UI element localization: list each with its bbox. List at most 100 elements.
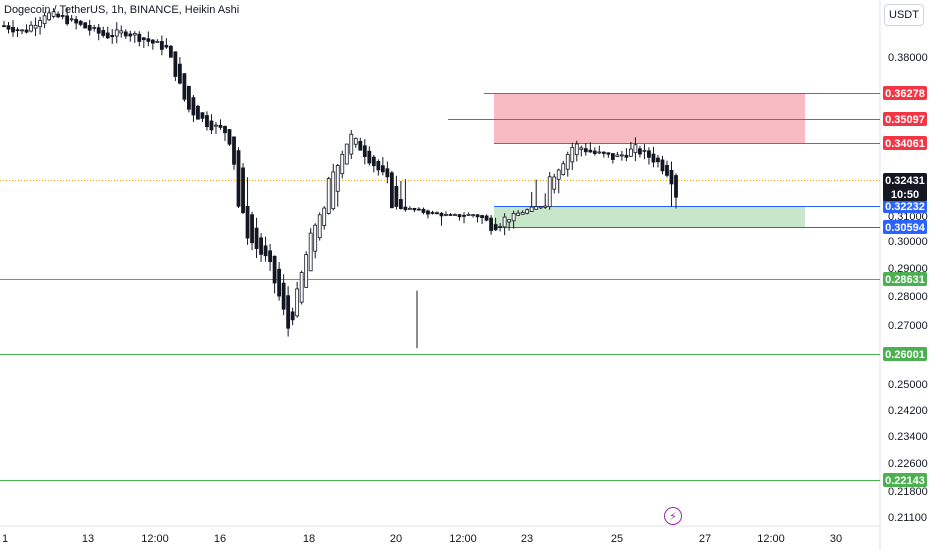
price-label-top-0.30594: 0.30594 xyxy=(883,220,927,234)
candle xyxy=(385,161,390,184)
candle xyxy=(92,24,97,32)
candle xyxy=(304,251,309,288)
candle xyxy=(507,219,512,231)
y-tick-label: 0.22600 xyxy=(888,458,928,470)
candle xyxy=(173,51,178,81)
candle xyxy=(272,255,277,294)
candle xyxy=(624,148,629,162)
candle xyxy=(480,214,484,224)
candle xyxy=(65,8,70,26)
candle xyxy=(191,95,196,123)
candle xyxy=(669,161,674,207)
x-tick-label: 1 xyxy=(2,533,8,545)
candle xyxy=(660,155,665,175)
candle xyxy=(538,206,543,209)
candle xyxy=(610,153,615,164)
currency-selector[interactable]: USDT xyxy=(884,4,924,26)
candle xyxy=(619,150,624,161)
x-tick-label: 23 xyxy=(521,533,533,545)
y-tick-label: 0.30000 xyxy=(888,236,928,248)
candle xyxy=(105,26,110,40)
candle xyxy=(83,22,88,29)
candle xyxy=(250,211,254,251)
candle xyxy=(462,212,466,224)
candle xyxy=(47,10,52,22)
x-tick-label: 30 xyxy=(830,533,842,545)
candle xyxy=(119,25,124,38)
candle xyxy=(15,27,20,38)
candle xyxy=(245,177,250,245)
candle xyxy=(376,159,381,176)
svg-text:0.30594: 0.30594 xyxy=(885,222,926,234)
x-axis-ticks: 1 13 12:00 16 18 20 12:00 23 25 27 12:00 30 xyxy=(2,533,842,545)
y-tick-label: 0.21100 xyxy=(888,512,927,524)
candle xyxy=(547,172,552,210)
candle xyxy=(565,151,570,177)
y-tick-label: 0.38000 xyxy=(888,52,928,64)
candle xyxy=(259,233,263,262)
candle xyxy=(114,22,119,44)
candle xyxy=(592,147,597,156)
zones-layer xyxy=(494,93,805,227)
candle xyxy=(241,163,245,215)
candle xyxy=(277,262,282,301)
candle xyxy=(601,151,606,158)
candle xyxy=(168,44,173,58)
candle xyxy=(6,21,11,34)
candle xyxy=(87,19,92,36)
candle xyxy=(448,213,453,216)
candle xyxy=(633,137,638,162)
candle xyxy=(51,8,56,19)
candle xyxy=(281,274,286,316)
y-tick-label: 0.28000 xyxy=(888,291,928,303)
price-label-0.22143: 0.22143 xyxy=(883,473,927,487)
candle xyxy=(628,142,633,158)
candle xyxy=(665,160,669,178)
candle xyxy=(150,39,155,50)
candle xyxy=(137,31,142,47)
candle xyxy=(475,213,480,223)
price-label-0.28631: 0.28631 xyxy=(883,272,927,286)
candle xyxy=(2,20,6,28)
candle xyxy=(511,210,516,229)
lightning-icon[interactable]: ⚡ xyxy=(664,507,682,525)
support-zone xyxy=(494,206,805,227)
candle xyxy=(218,119,223,130)
x-tick-label: 18 xyxy=(303,533,315,545)
price-label-top-0.32232: 0.32232 xyxy=(883,199,927,213)
candle xyxy=(263,236,268,262)
candle xyxy=(227,128,232,146)
candle xyxy=(543,193,548,209)
candle xyxy=(606,152,611,158)
svg-text:0.36278: 0.36278 xyxy=(885,88,925,100)
candle xyxy=(101,26,106,38)
candle xyxy=(403,179,408,212)
candle xyxy=(295,281,300,318)
candle xyxy=(552,173,557,194)
candle xyxy=(534,179,539,210)
candle xyxy=(123,29,128,39)
candle xyxy=(313,223,318,259)
candle xyxy=(615,151,620,157)
candle xyxy=(674,173,678,209)
candle xyxy=(286,286,291,337)
candle xyxy=(290,307,295,326)
svg-text:0.35097: 0.35097 xyxy=(885,114,925,126)
candle xyxy=(466,212,471,216)
candle xyxy=(96,23,101,41)
candle xyxy=(60,12,65,20)
candle xyxy=(430,210,435,215)
candle xyxy=(656,154,660,168)
svg-text:0.22143: 0.22143 xyxy=(885,475,925,487)
y-tick-label: 0.25000 xyxy=(888,379,928,391)
candle xyxy=(69,14,74,22)
candle xyxy=(489,215,493,235)
candle xyxy=(308,228,313,272)
candle xyxy=(344,143,349,165)
candle xyxy=(326,176,331,215)
candle xyxy=(11,20,15,37)
candle xyxy=(588,142,593,153)
candle xyxy=(110,29,115,44)
candles-layer xyxy=(2,8,678,349)
